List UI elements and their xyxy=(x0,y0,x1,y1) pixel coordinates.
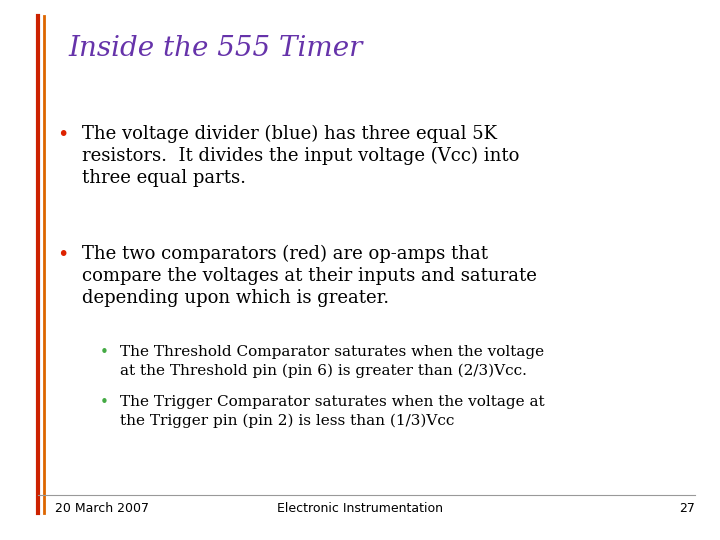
Text: at the Threshold pin (pin 6) is greater than (2/3)Vcc.: at the Threshold pin (pin 6) is greater … xyxy=(120,364,527,379)
Text: Electronic Instrumentation: Electronic Instrumentation xyxy=(277,502,443,515)
Text: The Threshold Comparator saturates when the voltage: The Threshold Comparator saturates when … xyxy=(120,345,544,359)
Text: Inside the 555 Timer: Inside the 555 Timer xyxy=(68,35,362,62)
Text: 20 March 2007: 20 March 2007 xyxy=(55,502,149,515)
Text: compare the voltages at their inputs and saturate: compare the voltages at their inputs and… xyxy=(82,267,537,285)
Text: •: • xyxy=(57,125,68,144)
Text: •: • xyxy=(57,245,68,264)
Text: The voltage divider (blue) has three equal 5K: The voltage divider (blue) has three equ… xyxy=(82,125,497,143)
Text: •: • xyxy=(100,345,109,360)
Text: The two comparators (red) are op-amps that: The two comparators (red) are op-amps th… xyxy=(82,245,488,263)
Text: •: • xyxy=(100,395,109,410)
Text: resistors.  It divides the input voltage (Vcc) into: resistors. It divides the input voltage … xyxy=(82,147,519,165)
Text: the Trigger pin (pin 2) is less than (1/3)Vcc: the Trigger pin (pin 2) is less than (1/… xyxy=(120,414,454,428)
Text: 27: 27 xyxy=(679,502,695,515)
Text: depending upon which is greater.: depending upon which is greater. xyxy=(82,289,389,307)
Text: three equal parts.: three equal parts. xyxy=(82,169,246,187)
Text: The Trigger Comparator saturates when the voltage at: The Trigger Comparator saturates when th… xyxy=(120,395,544,409)
